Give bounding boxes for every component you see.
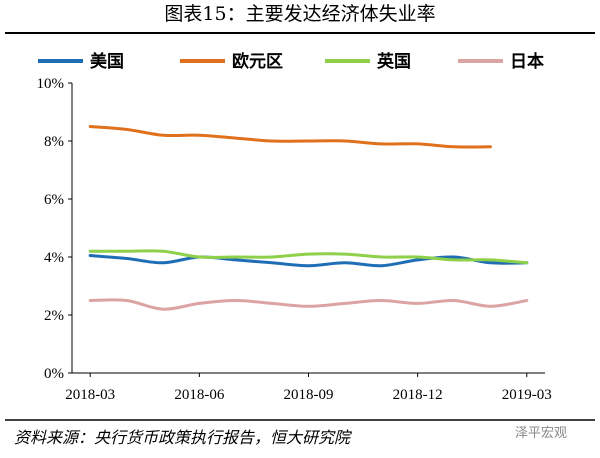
legend-item-uk: 英国 xyxy=(325,51,411,72)
x-tick-label: 2018-06 xyxy=(174,387,224,403)
legend-item-us: 美国 xyxy=(38,51,124,72)
chart-title: 图表15：主要发达经济体失业率 xyxy=(164,3,435,25)
axes: 0% 2% 4% 6% 8% 10% 2018-03 2018-06 2018-09 2018-1… xyxy=(37,76,552,403)
legend-label: 英国 xyxy=(377,51,411,72)
legend-item-eurozone: 欧元区 xyxy=(180,51,283,72)
legend-item-japan: 日本 xyxy=(458,51,544,72)
legend-label: 欧元区 xyxy=(232,51,283,72)
legend-label: 日本 xyxy=(510,51,544,72)
series-layer xyxy=(88,125,529,311)
x-tick-label: 2019-03 xyxy=(502,387,552,403)
source-note: 资料来源：央行货币政策执行报告，恒大研究院 xyxy=(14,428,353,447)
series-line-eurozone xyxy=(88,125,492,149)
x-tick-label: 2018-03 xyxy=(65,387,115,403)
y-tick-label: 2% xyxy=(44,308,64,324)
series-line-us xyxy=(88,254,529,268)
y-tick-label: 10% xyxy=(37,76,65,92)
legend-label: 美国 xyxy=(90,51,124,72)
legend: 美国 欧元区 英国 日本 xyxy=(38,51,544,72)
x-tick-label: 2018-12 xyxy=(393,387,443,403)
watermark: 泽平宏观 xyxy=(515,426,567,441)
series-line-uk xyxy=(88,249,529,265)
x-tick-label: 2018-09 xyxy=(284,387,334,403)
y-tick-label: 4% xyxy=(44,250,64,266)
y-tick-label: 6% xyxy=(44,192,64,208)
y-tick-label: 8% xyxy=(44,134,64,150)
series-line-japan xyxy=(88,298,529,311)
y-tick-label: 0% xyxy=(44,366,64,382)
